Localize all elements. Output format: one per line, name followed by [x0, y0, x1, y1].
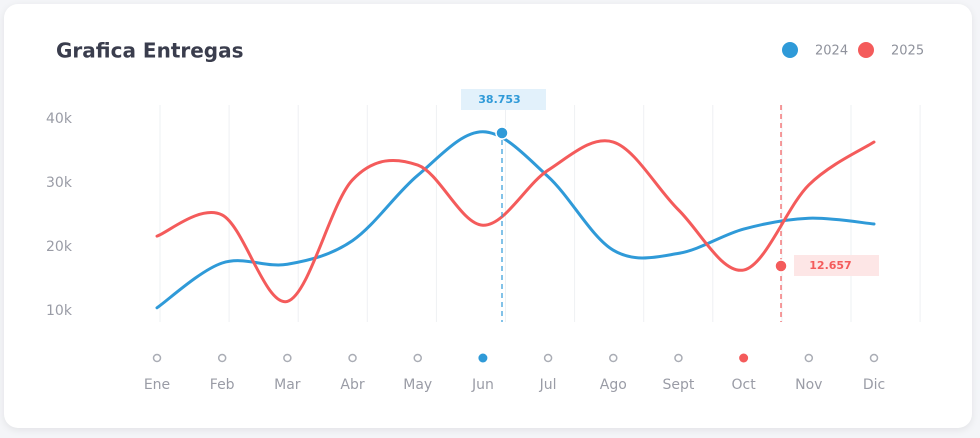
x-tick-dot: [609, 353, 618, 363]
x-tick-label: Ago: [600, 377, 627, 393]
annotation-box: [794, 255, 879, 276]
x-tick-dot: [674, 353, 683, 363]
y-tick-label: 30k: [46, 175, 73, 191]
x-tick-dot: [739, 353, 749, 363]
x-tick-label: Ene: [144, 377, 170, 393]
legend-label: 2025: [891, 44, 924, 59]
x-tick-label: Dic: [863, 377, 885, 393]
chart-title: Grafica Entregas: [56, 39, 244, 63]
x-tick-dot: [348, 353, 357, 363]
x-tick-label: Abr: [340, 377, 364, 393]
x-tick-dot: [413, 353, 422, 363]
annotation-label: 38.753: [478, 93, 520, 106]
annotation-label: 12.657: [809, 259, 851, 272]
x-tick-label: Nov: [795, 377, 822, 393]
x-tick-label: Oct: [732, 377, 757, 393]
series-line: [155, 130, 876, 310]
x-tick-dot: [217, 353, 227, 363]
annotation-box: [461, 89, 546, 110]
x-tick-dot: [869, 353, 879, 363]
annotation-dot: [774, 259, 788, 273]
x-tick-label: Sept: [663, 377, 695, 393]
x-tick-label: Mar: [274, 377, 301, 393]
x-tick-dot: [283, 353, 292, 363]
legend-dot: [782, 42, 798, 58]
y-tick-label: 10k: [46, 303, 73, 319]
y-tick-label: 40k: [46, 111, 73, 127]
x-tick-dot: [804, 353, 814, 363]
x-tick-dot: [478, 353, 488, 363]
x-tick-label: Jun: [471, 377, 494, 393]
x-tick-label: May: [403, 377, 432, 393]
legend-dot: [858, 42, 874, 58]
x-tick-dot: [543, 353, 553, 363]
series-line: [155, 139, 876, 303]
x-tick-label: Feb: [210, 377, 235, 393]
y-tick-label: 20k: [46, 239, 73, 255]
legend-label: 2024: [815, 44, 848, 59]
annotation-dot: [495, 126, 509, 140]
x-tick-label: Jul: [539, 377, 557, 393]
x-tick-dot: [152, 353, 162, 363]
